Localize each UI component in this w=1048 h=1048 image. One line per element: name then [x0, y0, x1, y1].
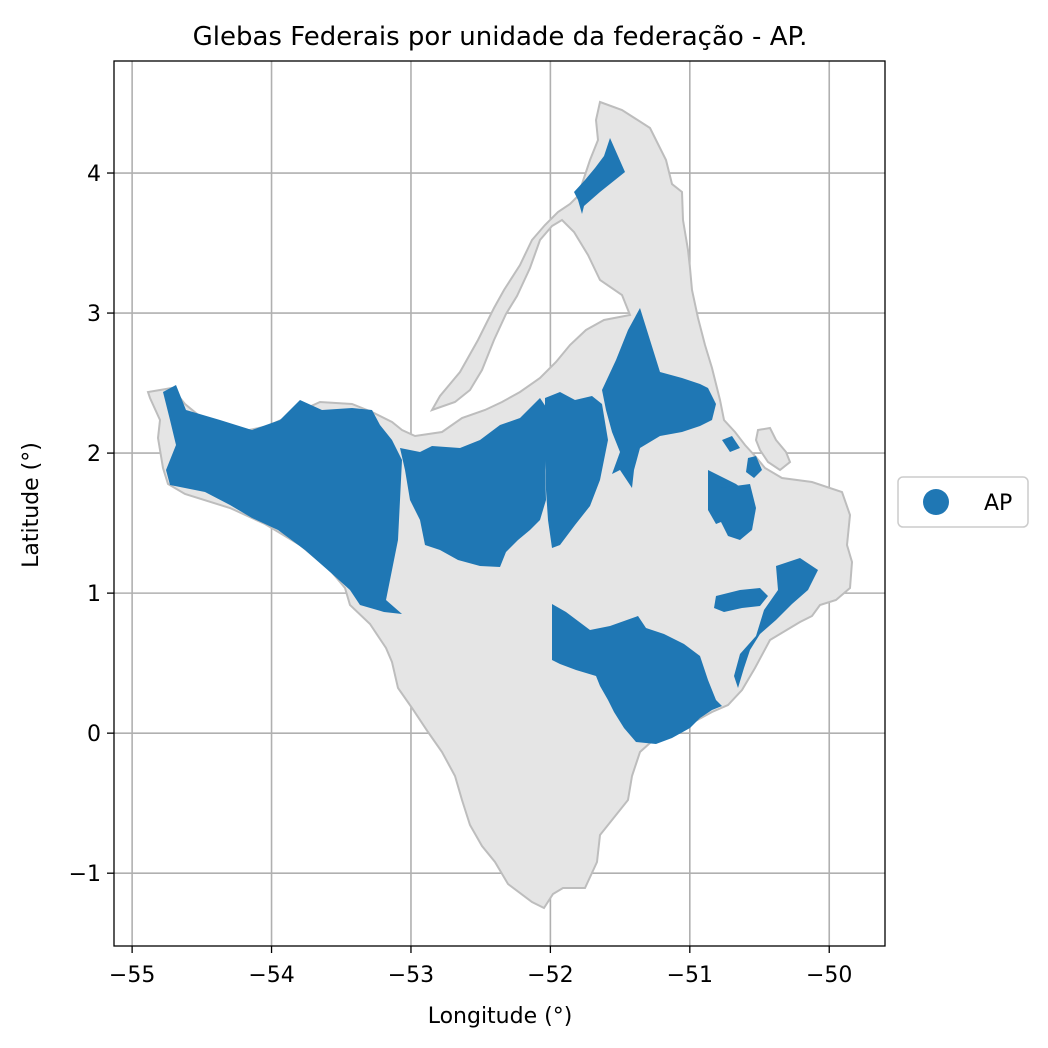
x-tick-label: −54: [248, 963, 294, 988]
island-polygon: [754, 426, 792, 472]
gleba-central-west: [400, 398, 548, 567]
y-tick-label: 3: [87, 302, 101, 327]
y-tick-label: 2: [87, 442, 101, 467]
gleba-north-tip: [574, 138, 625, 214]
gleba-northeast-block: [602, 308, 716, 488]
legend-label-ap: AP: [984, 491, 1012, 516]
y-axis-label: Latitude (°): [19, 442, 44, 568]
legend-box: [897, 476, 1029, 528]
plot-frame: [113, 60, 886, 947]
y-tick-label: 1: [87, 582, 101, 607]
y-tick-label: −1: [69, 862, 101, 887]
x-tick-label: −53: [388, 963, 434, 988]
gleba-southeast-strip: [734, 558, 818, 688]
gleba-island-east: [746, 456, 762, 478]
legend-marker-ap: [923, 489, 949, 515]
y-tick-label: 0: [87, 722, 101, 747]
gleba-southeast-mid: [714, 588, 768, 612]
x-axis-label: Longitude (°): [428, 1004, 573, 1029]
gleba-east-fragments: [720, 484, 756, 540]
chart-title: Glebas Federais por unidade da federação…: [193, 22, 808, 52]
gleba-west-large: [163, 385, 402, 614]
x-tick-label: −51: [667, 963, 713, 988]
y-axis-ticks: −1 0 1 2 3 4: [69, 162, 114, 887]
x-axis-ticks: −55 −54 −53 −52 −51 −50: [109, 946, 852, 988]
gleba-central: [545, 392, 608, 548]
legend: AP: [897, 476, 1029, 528]
gleba-east-tiny: [722, 436, 740, 452]
x-tick-label: −50: [806, 963, 852, 988]
gleba-south-large: [552, 604, 722, 744]
x-tick-label: −52: [527, 963, 573, 988]
glebas-federais: [163, 138, 818, 744]
y-tick-label: 4: [87, 162, 101, 187]
x-tick-label: −55: [109, 963, 155, 988]
